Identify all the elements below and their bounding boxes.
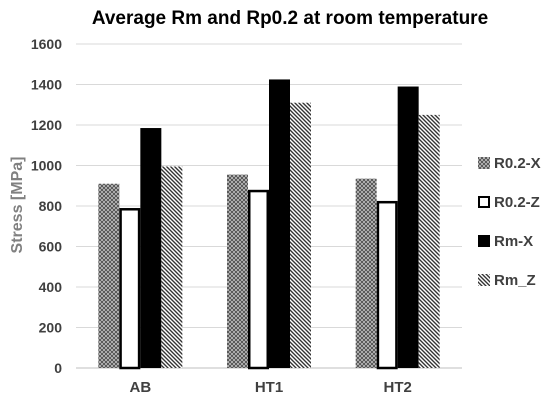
legend-swatch [478, 274, 490, 286]
bar-rm-z-ht2 [418, 114, 440, 368]
x-tick-label: HT1 [255, 379, 283, 396]
bar-rm-x-ht1 [269, 79, 290, 368]
x-tick-label: AB [129, 379, 151, 396]
bar-r0-2-z-ht1 [248, 189, 269, 370]
y-tick-label: 1600 [31, 36, 62, 52]
y-tick-label: 400 [39, 279, 63, 295]
bar-r0-2-x-ht1 [227, 174, 248, 368]
bars [98, 79, 440, 370]
legend-swatch [478, 235, 490, 247]
x-axis-ticks: AB HT1 HT2 [129, 379, 411, 396]
y-tick-label: 1200 [31, 117, 62, 133]
bar-rm-x-ht2 [397, 86, 419, 369]
bar-r0-2-x-ab [98, 183, 120, 368]
legend-label: R0.2-Z [494, 194, 540, 211]
bar-r0-2-x-ht2 [355, 178, 377, 368]
chart-title: Average Rm and Rp0.2 at room temperature [92, 8, 488, 29]
y-tick-label: 800 [39, 198, 63, 214]
bar-rm-z-ht1 [290, 102, 311, 368]
legend-label: R0.2-X [494, 155, 541, 172]
bar-rm-x-ab [140, 128, 162, 368]
legend-label: Rm_Z [494, 272, 536, 289]
y-axis-ticks: 0 200 400 600 800 1000 1200 1400 1600 [31, 36, 62, 376]
legend-swatch [478, 157, 490, 169]
y-tick-label: 600 [39, 239, 63, 255]
bar-r0-2-z-ht2 [376, 200, 398, 370]
bar-r0-2-z-ab [119, 208, 141, 370]
y-tick-label: 0 [54, 360, 62, 376]
legend-label: Rm-X [494, 233, 533, 250]
legend: R0.2-X R0.2-Z Rm-X Rm_Z [478, 155, 541, 289]
y-axis-label: Stress [MPa] [9, 157, 26, 254]
y-tick-label: 1000 [31, 158, 62, 174]
bar-rm-z-ab [161, 166, 183, 368]
y-tick-label: 200 [39, 320, 63, 336]
y-tick-label: 1400 [31, 77, 62, 93]
legend-swatch [478, 196, 490, 208]
x-tick-label: HT2 [383, 379, 411, 396]
